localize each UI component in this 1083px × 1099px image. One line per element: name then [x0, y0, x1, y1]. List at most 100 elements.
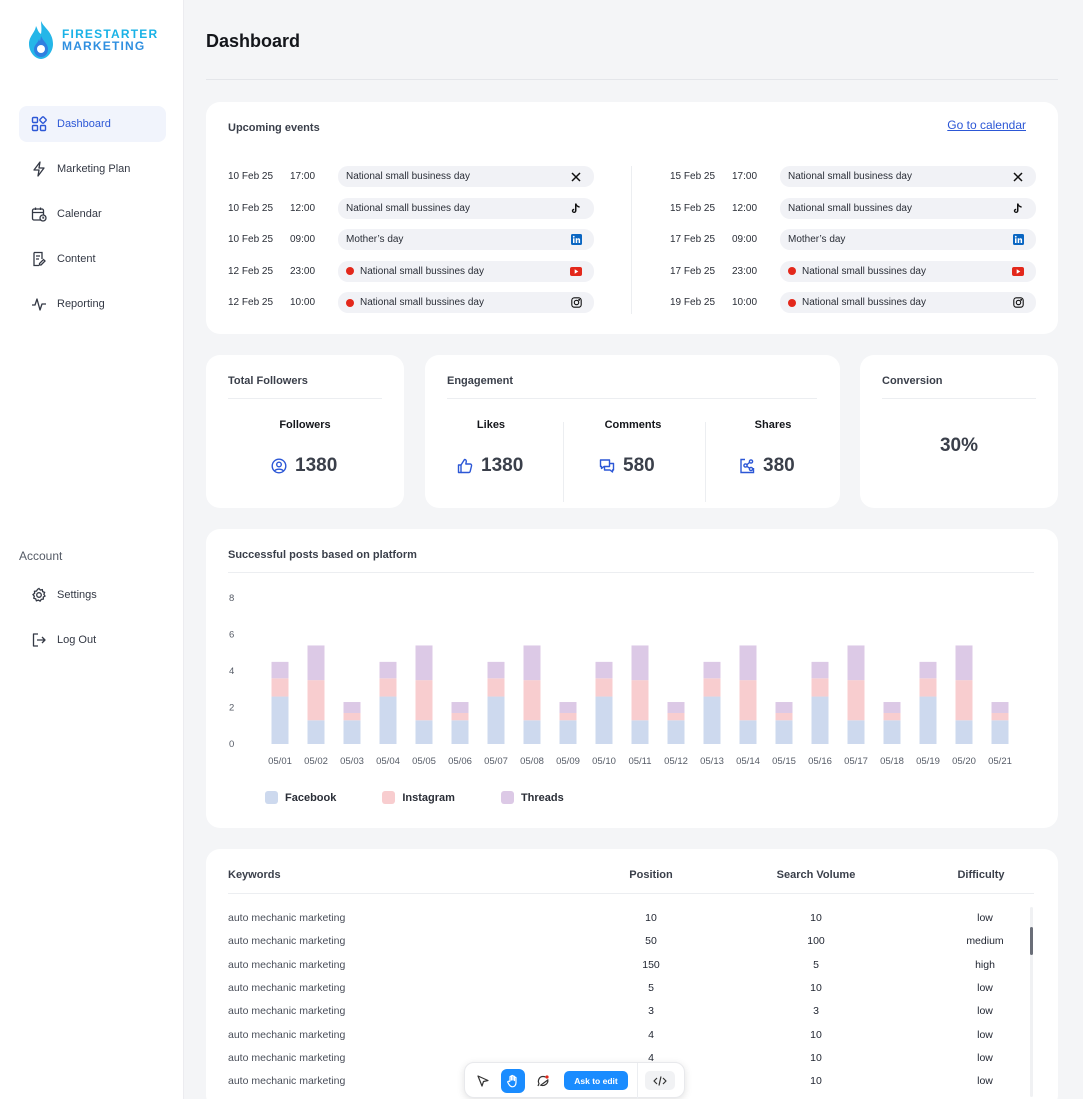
bar-facebook-05-05[interactable] — [415, 720, 433, 744]
bar-instagram-05-09[interactable] — [559, 712, 577, 721]
legend-item-facebook[interactable]: Facebook — [265, 791, 336, 804]
sidebar-item-calendar[interactable]: Calendar — [19, 196, 166, 232]
bar-facebook-05-14[interactable] — [739, 720, 757, 744]
bar-facebook-05-01[interactable] — [271, 696, 289, 744]
bar-threads-05-01[interactable] — [271, 661, 289, 679]
bar-instagram-05-21[interactable] — [991, 712, 1009, 721]
bar-threads-05-20[interactable] — [955, 645, 973, 681]
table-row[interactable]: auto mechanic marketing 4 10 low — [206, 1052, 1026, 1075]
bar-threads-05-11[interactable] — [631, 645, 649, 681]
event-pill[interactable]: Mother’s day — [338, 229, 594, 250]
bar-threads-05-15[interactable] — [775, 702, 793, 713]
bar-threads-05-21[interactable] — [991, 702, 1009, 713]
sidebar-item-logout[interactable]: Log Out — [19, 622, 166, 658]
bar-instagram-05-04[interactable] — [379, 678, 397, 697]
event-pill[interactable]: National small bussines day — [338, 260, 594, 282]
table-scrollbar[interactable] — [1030, 907, 1033, 1097]
event-pill[interactable]: National small bussines day — [780, 292, 1036, 313]
event-pill[interactable]: National small business day — [338, 166, 594, 187]
event-row[interactable]: 17 Feb 25 09:00 Mother’s day — [670, 229, 1036, 250]
bar-facebook-05-11[interactable] — [631, 720, 649, 744]
bar-instagram-05-17[interactable] — [847, 680, 865, 721]
bar-facebook-05-19[interactable] — [919, 696, 937, 744]
event-row[interactable]: 15 Feb 25 12:00 National small bussines da… — [670, 197, 1036, 219]
table-row[interactable]: auto mechanic marketing 10 10 low — [206, 912, 1026, 935]
event-pill[interactable]: Mother’s day — [780, 229, 1036, 250]
go-to-calendar-link[interactable]: Go to calendar — [947, 118, 1026, 132]
event-row[interactable]: 10 Feb 25 12:00 National small bussines da… — [228, 197, 594, 219]
table-row[interactable]: auto mechanic marketing 50 100 medium — [206, 935, 1026, 958]
event-pill[interactable]: National small bussines day — [338, 292, 594, 313]
bar-facebook-05-18[interactable] — [883, 720, 901, 744]
sidebar-item-reporting[interactable]: Reporting — [19, 286, 166, 322]
event-pill[interactable]: National small bussines day — [780, 260, 1036, 282]
bar-instagram-05-01[interactable] — [271, 678, 289, 697]
bar-facebook-05-02[interactable] — [307, 720, 325, 744]
bar-facebook-05-12[interactable] — [667, 720, 685, 744]
bar-threads-05-09[interactable] — [559, 702, 577, 713]
bar-threads-05-17[interactable] — [847, 645, 865, 681]
table-row[interactable]: auto mechanic marketing 150 5 high — [206, 959, 1026, 982]
bar-instagram-05-20[interactable] — [955, 680, 973, 721]
event-row[interactable]: 15 Feb 25 17:00 National small business da… — [670, 166, 1036, 187]
bar-facebook-05-20[interactable] — [955, 720, 973, 744]
sidebar-item-settings[interactable]: Settings — [19, 577, 166, 613]
table-scrollbar-thumb[interactable] — [1030, 927, 1033, 955]
bar-threads-05-12[interactable] — [667, 702, 685, 713]
sidebar-item-marketing-plan[interactable]: Marketing Plan — [19, 151, 166, 187]
bar-instagram-05-19[interactable] — [919, 678, 937, 697]
bar-instagram-05-07[interactable] — [487, 678, 505, 697]
bar-threads-05-10[interactable] — [595, 661, 613, 679]
col-header-search-volume[interactable]: Search Volume — [776, 869, 856, 881]
bar-instagram-05-03[interactable] — [343, 712, 361, 721]
bar-instagram-05-08[interactable] — [523, 680, 541, 721]
col-header-difficulty[interactable]: Difficulty — [957, 869, 1005, 881]
select-tool-button[interactable] — [471, 1069, 495, 1093]
legend-item-instagram[interactable]: Instagram — [382, 791, 455, 804]
bar-facebook-05-08[interactable] — [523, 720, 541, 744]
sidebar-item-dashboard[interactable]: Dashboard — [19, 106, 166, 142]
bar-facebook-05-04[interactable] — [379, 696, 397, 744]
table-row[interactable]: auto mechanic marketing 4 10 low — [206, 1029, 1026, 1052]
bar-threads-05-02[interactable] — [307, 645, 325, 681]
code-view-button[interactable] — [645, 1071, 675, 1090]
comment-tool-button[interactable] — [531, 1069, 555, 1093]
bar-instagram-05-12[interactable] — [667, 712, 685, 721]
bar-threads-05-03[interactable] — [343, 702, 361, 713]
bar-instagram-05-05[interactable] — [415, 680, 433, 721]
bar-instagram-05-18[interactable] — [883, 712, 901, 721]
event-pill[interactable]: National small business day — [780, 166, 1036, 187]
event-pill[interactable]: National small bussines day — [338, 197, 594, 219]
bar-facebook-05-10[interactable] — [595, 696, 613, 744]
bar-instagram-05-06[interactable] — [451, 712, 469, 721]
table-row[interactable]: auto mechanic marketing 3 3 low — [206, 1005, 1026, 1028]
bar-facebook-05-09[interactable] — [559, 720, 577, 744]
bar-threads-05-05[interactable] — [415, 645, 433, 681]
hand-tool-button[interactable] — [501, 1069, 525, 1093]
event-row[interactable]: 17 Feb 25 23:00 National small bussines da… — [670, 260, 1036, 282]
bar-threads-05-04[interactable] — [379, 661, 397, 679]
bar-instagram-05-10[interactable] — [595, 678, 613, 697]
bar-instagram-05-11[interactable] — [631, 680, 649, 721]
event-row[interactable]: 19 Feb 25 10:00 National small bussines da… — [670, 292, 1036, 313]
bar-threads-05-07[interactable] — [487, 661, 505, 679]
legend-item-threads[interactable]: Threads — [500, 791, 564, 804]
event-row[interactable]: 10 Feb 25 17:00 National small business da… — [228, 166, 594, 187]
bar-facebook-05-16[interactable] — [811, 696, 829, 744]
bar-threads-05-13[interactable] — [703, 661, 721, 679]
bar-threads-05-14[interactable] — [739, 645, 757, 681]
bar-facebook-05-07[interactable] — [487, 696, 505, 744]
bar-threads-05-06[interactable] — [451, 702, 469, 713]
bar-instagram-05-13[interactable] — [703, 678, 721, 697]
bar-facebook-05-21[interactable] — [991, 720, 1009, 744]
bar-threads-05-19[interactable] — [919, 661, 937, 679]
ask-to-edit-button[interactable]: Ask to edit — [564, 1071, 628, 1090]
bar-instagram-05-02[interactable] — [307, 680, 325, 721]
bar-threads-05-16[interactable] — [811, 661, 829, 679]
table-row[interactable]: auto mechanic marketing 5 10 low — [206, 982, 1026, 1005]
sidebar-item-content[interactable]: Content — [19, 241, 166, 277]
col-header-keywords[interactable]: Keywords — [228, 869, 281, 881]
event-row[interactable]: 12 Feb 25 10:00 National small bussines da… — [228, 292, 594, 313]
event-pill[interactable]: National small bussines day — [780, 197, 1036, 219]
bar-threads-05-08[interactable] — [523, 645, 541, 681]
